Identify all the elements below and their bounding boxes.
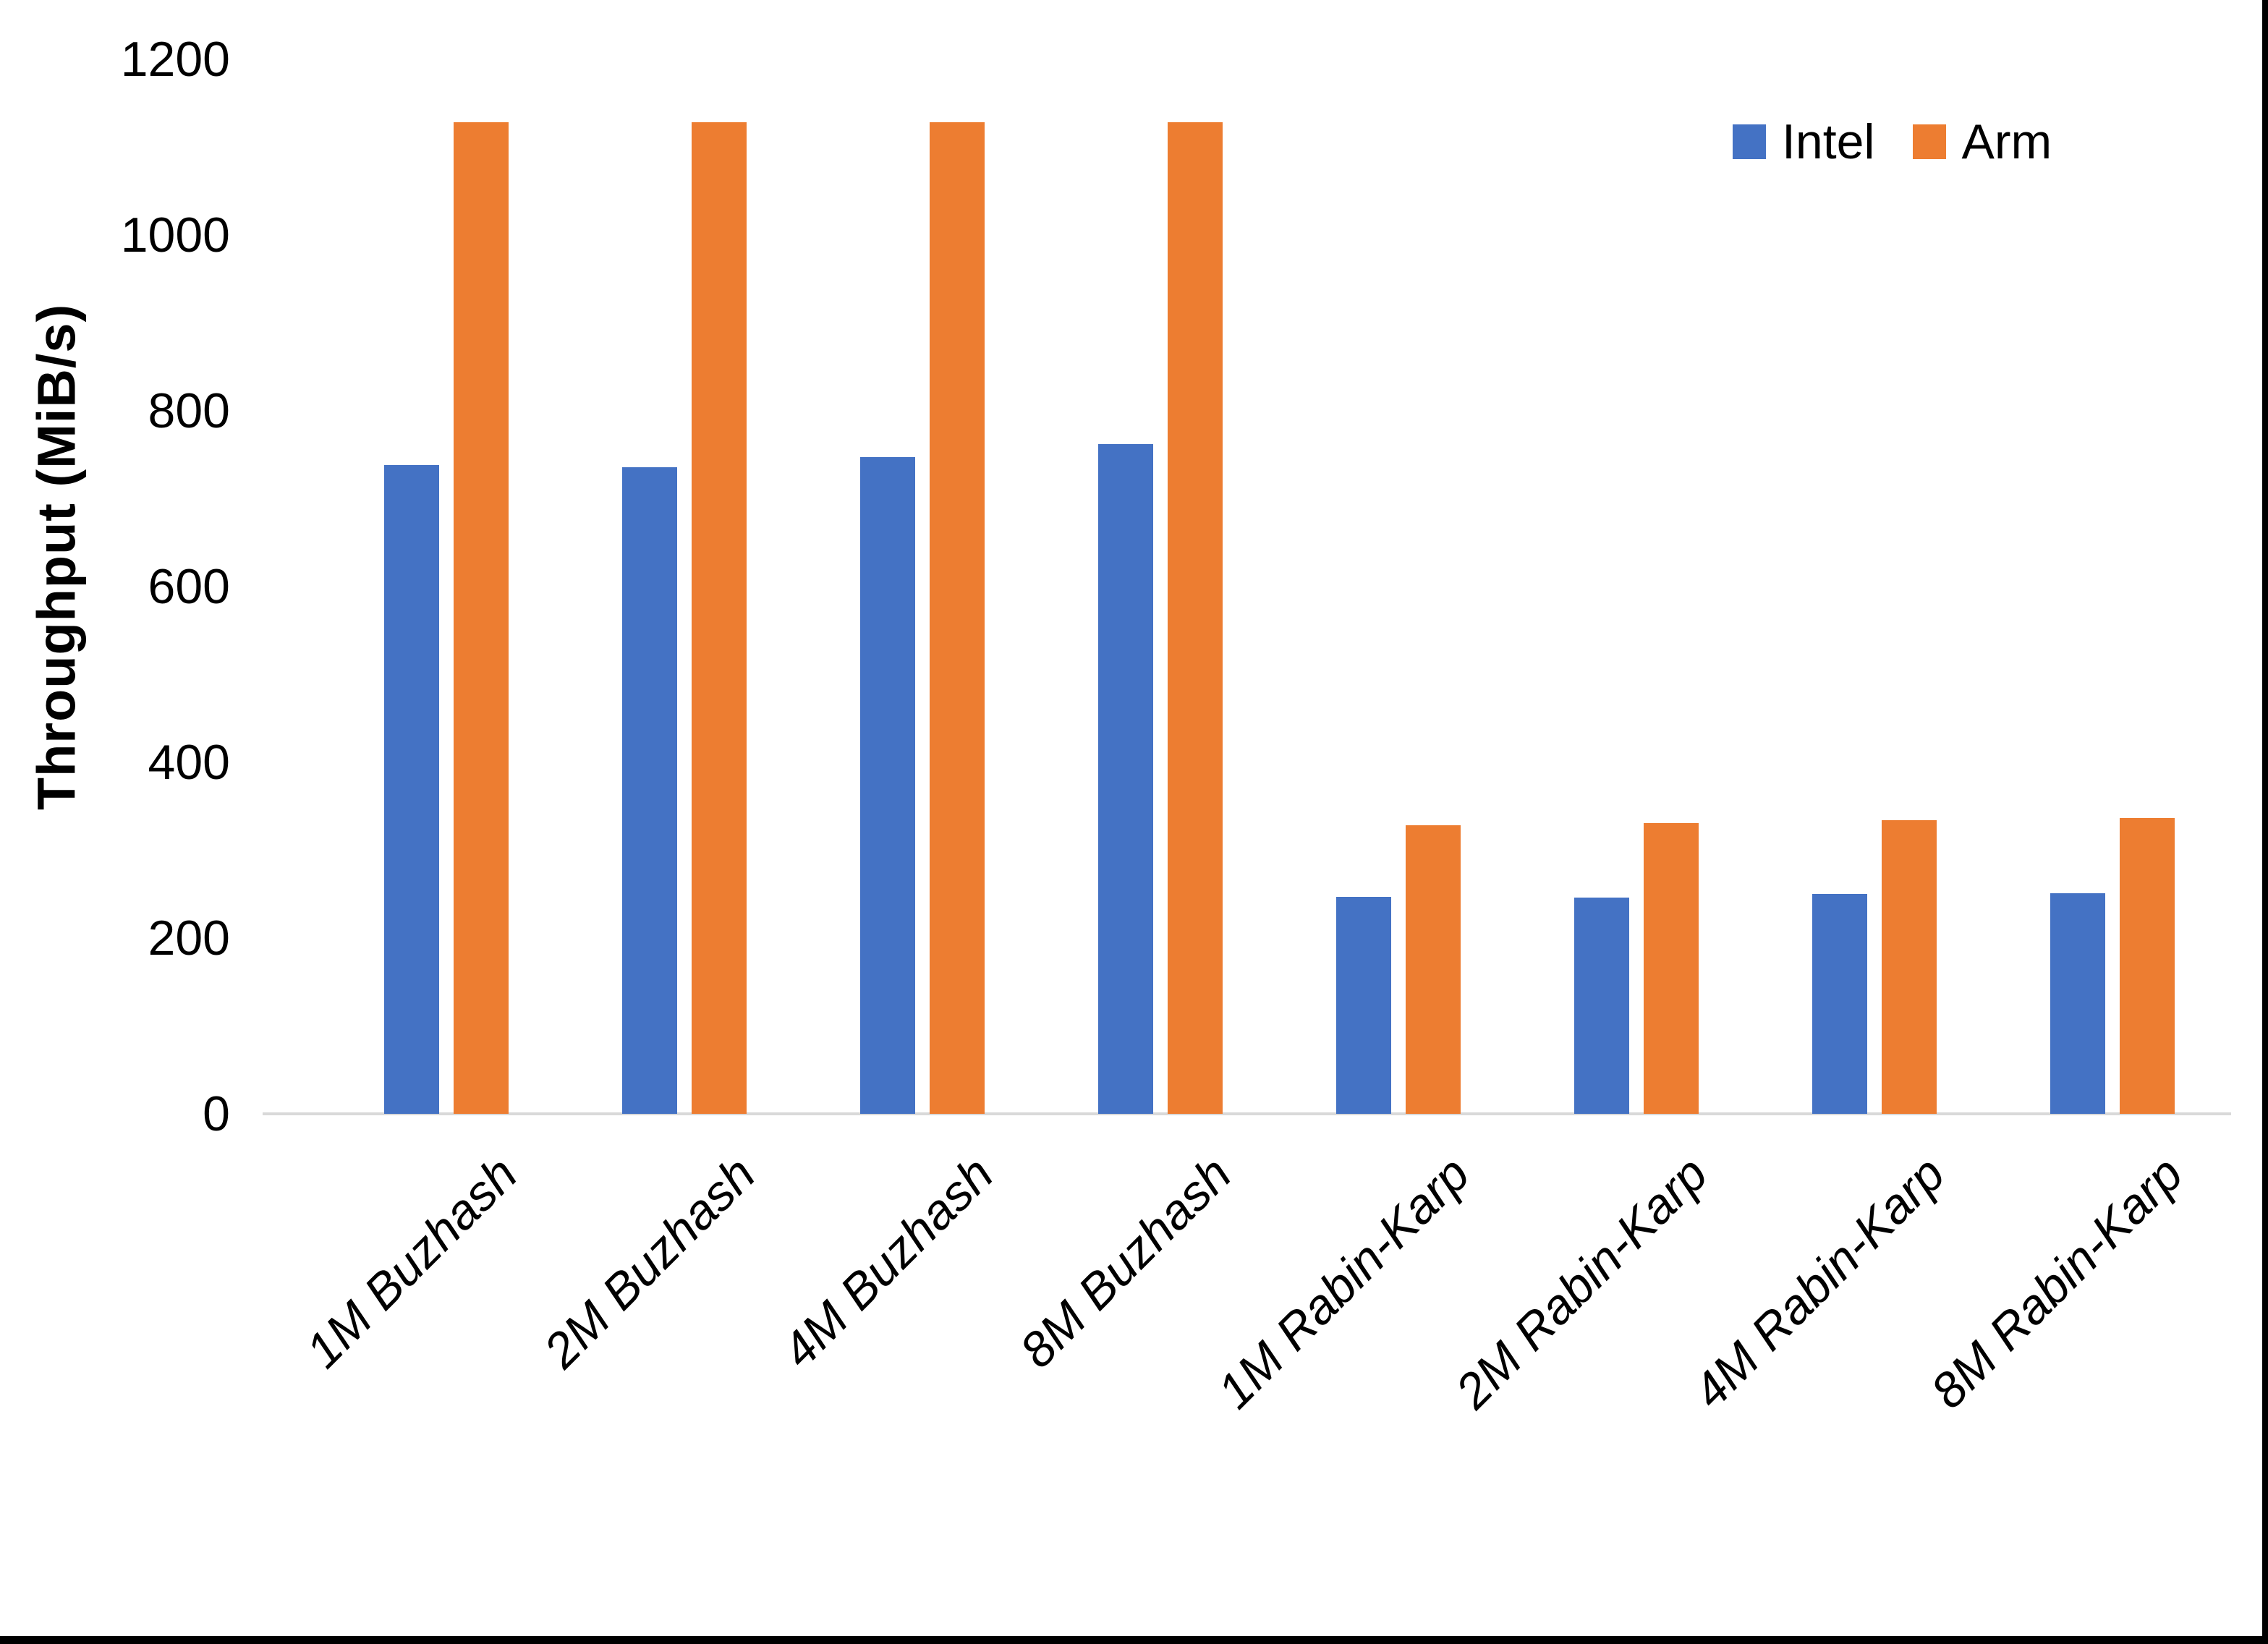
x-axis-label: 1M Buzhash (295, 1146, 528, 1379)
y-tick-label: 1200 (120, 32, 230, 87)
legend-swatch-arm (1912, 124, 1946, 159)
legend: Intel Arm (1733, 117, 2052, 166)
legend-item-intel: Intel (1733, 117, 1875, 166)
bar-arm (1405, 825, 1461, 1114)
bar-intel (384, 465, 440, 1114)
bar-group (1280, 59, 1518, 1114)
bar-group (566, 59, 804, 1114)
bar-group (1042, 59, 1280, 1114)
x-axis-label: 8M Buzhash (1009, 1146, 1242, 1379)
bar-intel (1812, 894, 1867, 1114)
x-axis-label: 4M Buzhash (771, 1146, 1004, 1379)
bar-intel (860, 457, 916, 1114)
y-tick-label: 200 (148, 911, 230, 966)
bar-arm (1643, 822, 1699, 1114)
bar-intel (1335, 896, 1391, 1114)
bar-arm (454, 122, 509, 1114)
bar-group (1517, 59, 1755, 1114)
x-axis-line (263, 1112, 2231, 1115)
y-tick-label: 800 (148, 383, 230, 438)
bar-intel (1098, 444, 1154, 1114)
x-axis-label: 4M Rabin-Karp (1683, 1146, 1956, 1419)
legend-swatch-intel (1733, 124, 1766, 159)
bar-group (1993, 59, 2231, 1114)
bar-intel (622, 467, 678, 1114)
x-axis-label: 2M Buzhash (533, 1146, 766, 1379)
y-tick-label: 400 (148, 735, 230, 790)
legend-label-intel: Intel (1782, 114, 1875, 169)
x-axis-label: 2M Rabin-Karp (1445, 1146, 1718, 1419)
bar-arm (692, 122, 747, 1114)
legend-label-arm: Arm (1961, 114, 2052, 169)
y-tick-label: 1000 (120, 208, 230, 263)
bar-arm (1168, 122, 1223, 1114)
bar-group (1755, 59, 1993, 1114)
bar-group (804, 59, 1042, 1114)
bar-arm (2119, 817, 2175, 1114)
plot-area (328, 59, 2231, 1114)
x-axis-label: 8M Rabin-Karp (1920, 1146, 2194, 1419)
bottom-frame-edge (0, 1636, 2268, 1644)
y-tick-label: 0 (203, 1086, 230, 1141)
bar-arm (930, 122, 985, 1114)
legend-item-arm: Arm (1912, 114, 2052, 169)
x-axis-label: 1M Rabin-Karp (1207, 1146, 1480, 1419)
bar-intel (1573, 898, 1629, 1114)
y-tick-label: 600 (148, 559, 230, 614)
bar-group (328, 59, 566, 1114)
bar-arm (1881, 820, 1937, 1114)
bar-intel (2050, 893, 2105, 1114)
right-frame-edge (2262, 0, 2268, 1644)
